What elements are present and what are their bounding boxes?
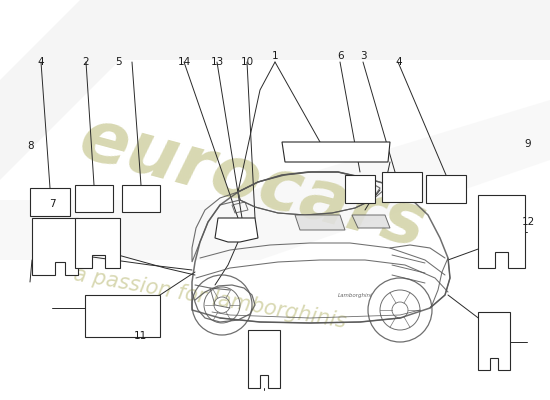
Text: a passion for lamborghinis: a passion for lamborghinis — [72, 264, 347, 332]
Polygon shape — [0, 0, 550, 180]
Text: 4: 4 — [395, 57, 402, 67]
Text: 7: 7 — [49, 199, 56, 209]
Polygon shape — [478, 195, 525, 268]
Text: 2: 2 — [82, 57, 89, 67]
Text: 4: 4 — [38, 57, 45, 67]
Text: eurocars: eurocars — [72, 104, 433, 263]
Text: 13: 13 — [211, 57, 224, 67]
Text: 14: 14 — [178, 57, 191, 67]
Bar — [30, 188, 70, 216]
Polygon shape — [0, 100, 550, 260]
Polygon shape — [282, 142, 390, 162]
Bar — [345, 175, 375, 203]
Text: 3: 3 — [360, 51, 366, 61]
Bar — [85, 295, 160, 337]
Polygon shape — [32, 218, 78, 275]
Polygon shape — [352, 215, 390, 228]
Bar — [382, 172, 422, 202]
Text: 11: 11 — [134, 331, 147, 341]
Polygon shape — [215, 218, 258, 242]
Text: Lamborghini: Lamborghini — [338, 292, 372, 298]
Text: 8: 8 — [27, 141, 34, 151]
Polygon shape — [248, 330, 280, 388]
Text: 5: 5 — [115, 57, 122, 67]
Polygon shape — [478, 312, 510, 370]
Bar — [122, 185, 160, 212]
Bar — [75, 185, 113, 212]
Text: 10: 10 — [241, 57, 254, 67]
Text: 1: 1 — [272, 51, 278, 61]
Text: 6: 6 — [338, 51, 344, 61]
Polygon shape — [75, 218, 120, 268]
Polygon shape — [295, 215, 345, 230]
Text: 9: 9 — [525, 139, 531, 149]
Bar — [426, 175, 466, 203]
Text: 12: 12 — [521, 217, 535, 227]
